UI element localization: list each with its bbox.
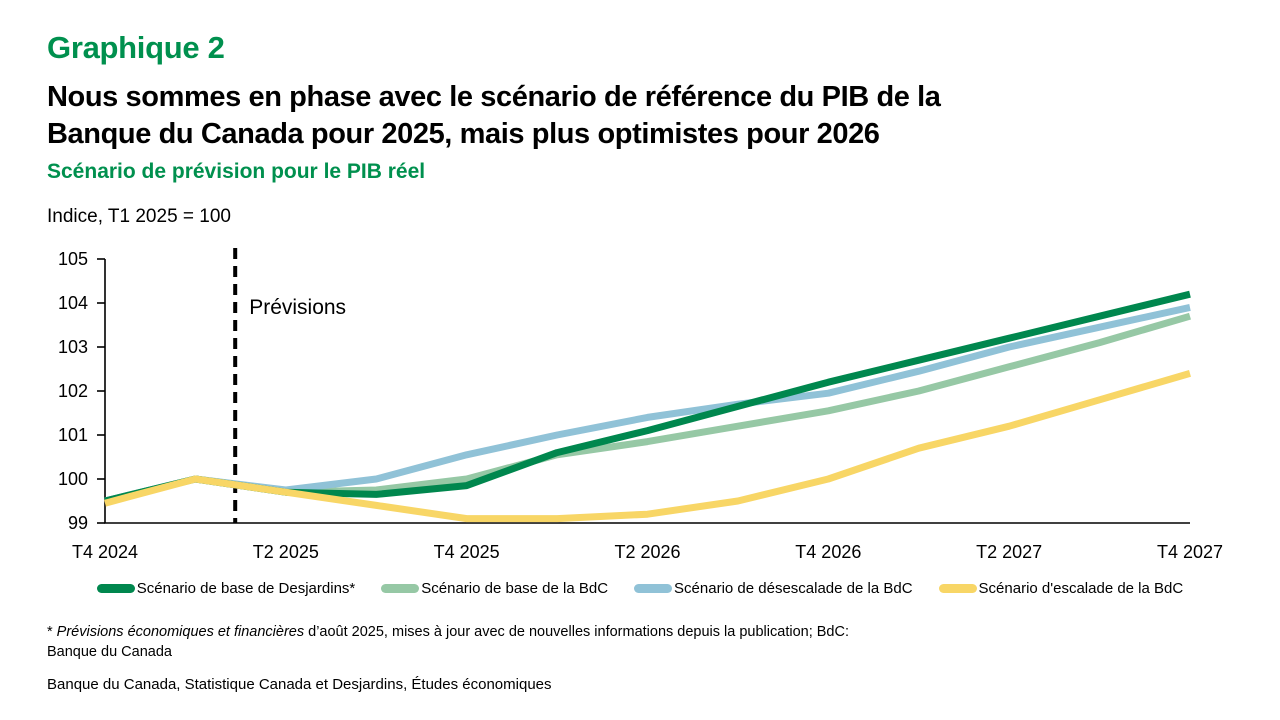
forecast-label: Prévisions [249,296,346,319]
legend-label: Scénario de désescalade de la BdC [674,580,913,597]
series-line-0 [104,290,1191,505]
axis-unit-label: Indice, T1 2025 = 100 [47,206,231,227]
legend-swatch [381,584,420,593]
legend-item: Scénario de désescalade de la BdC [634,580,913,597]
legend-item: Scénario d'escalade de la BdC [938,580,1184,597]
legend-item: Scénario de base de la BdC [381,580,608,597]
chart-number: Graphique 2 [47,30,225,65]
chart-legend: Scénario de base de Desjardins* Scénario … [0,580,1280,597]
y-tick-label: 100 [58,469,88,489]
footnote: * Prévisions économiques et financières … [47,622,867,662]
legend-swatch [938,584,977,593]
y-tick-label: 105 [58,249,88,269]
y-tick-label: 99 [68,513,88,533]
chart-subtitle: Scénario de prévision pour le PIB réel [47,160,426,183]
footnote-text: d’août 2025, mises à jour avec de nouvel… [47,624,849,660]
chart-title-line2: Banque du Canada pour 2025, mais plus op… [47,118,880,150]
x-tick-label: T2 2025 [253,542,319,562]
series-line-3 [104,370,1191,523]
y-tick-label: 104 [58,293,88,313]
legend-item: Scénario de base de Desjardins* [96,580,356,597]
chart-title: Nous sommes en phase avec le scénario de… [47,79,941,153]
chart-title-line1: Nous sommes en phase avec le scénario de… [47,81,941,113]
legend-swatch [96,584,135,593]
y-tick-label: 101 [58,425,88,445]
footnote-italic-title: Prévisions économiques et financières [56,624,305,640]
legend-label: Scénario de base de la BdC [421,580,609,597]
legend-swatch [634,584,673,593]
x-tick-label: T2 2027 [976,542,1042,562]
y-tick-label: 102 [58,381,88,401]
x-tick-label: T4 2024 [72,542,138,562]
x-tick-label: T4 2026 [795,542,861,562]
y-tick-label: 103 [58,337,88,357]
footnote-asterisk: * [47,624,57,640]
legend-label: Scénario de base de Desjardins* [136,580,356,597]
x-tick-label: T4 2027 [1157,542,1223,562]
x-tick-label: T4 2025 [434,542,500,562]
x-tick-label: T2 2026 [614,542,680,562]
source-line: Banque du Canada, Statistique Canada et … [47,676,552,693]
legend-label: Scénario d'escalade de la BdC [978,580,1184,597]
